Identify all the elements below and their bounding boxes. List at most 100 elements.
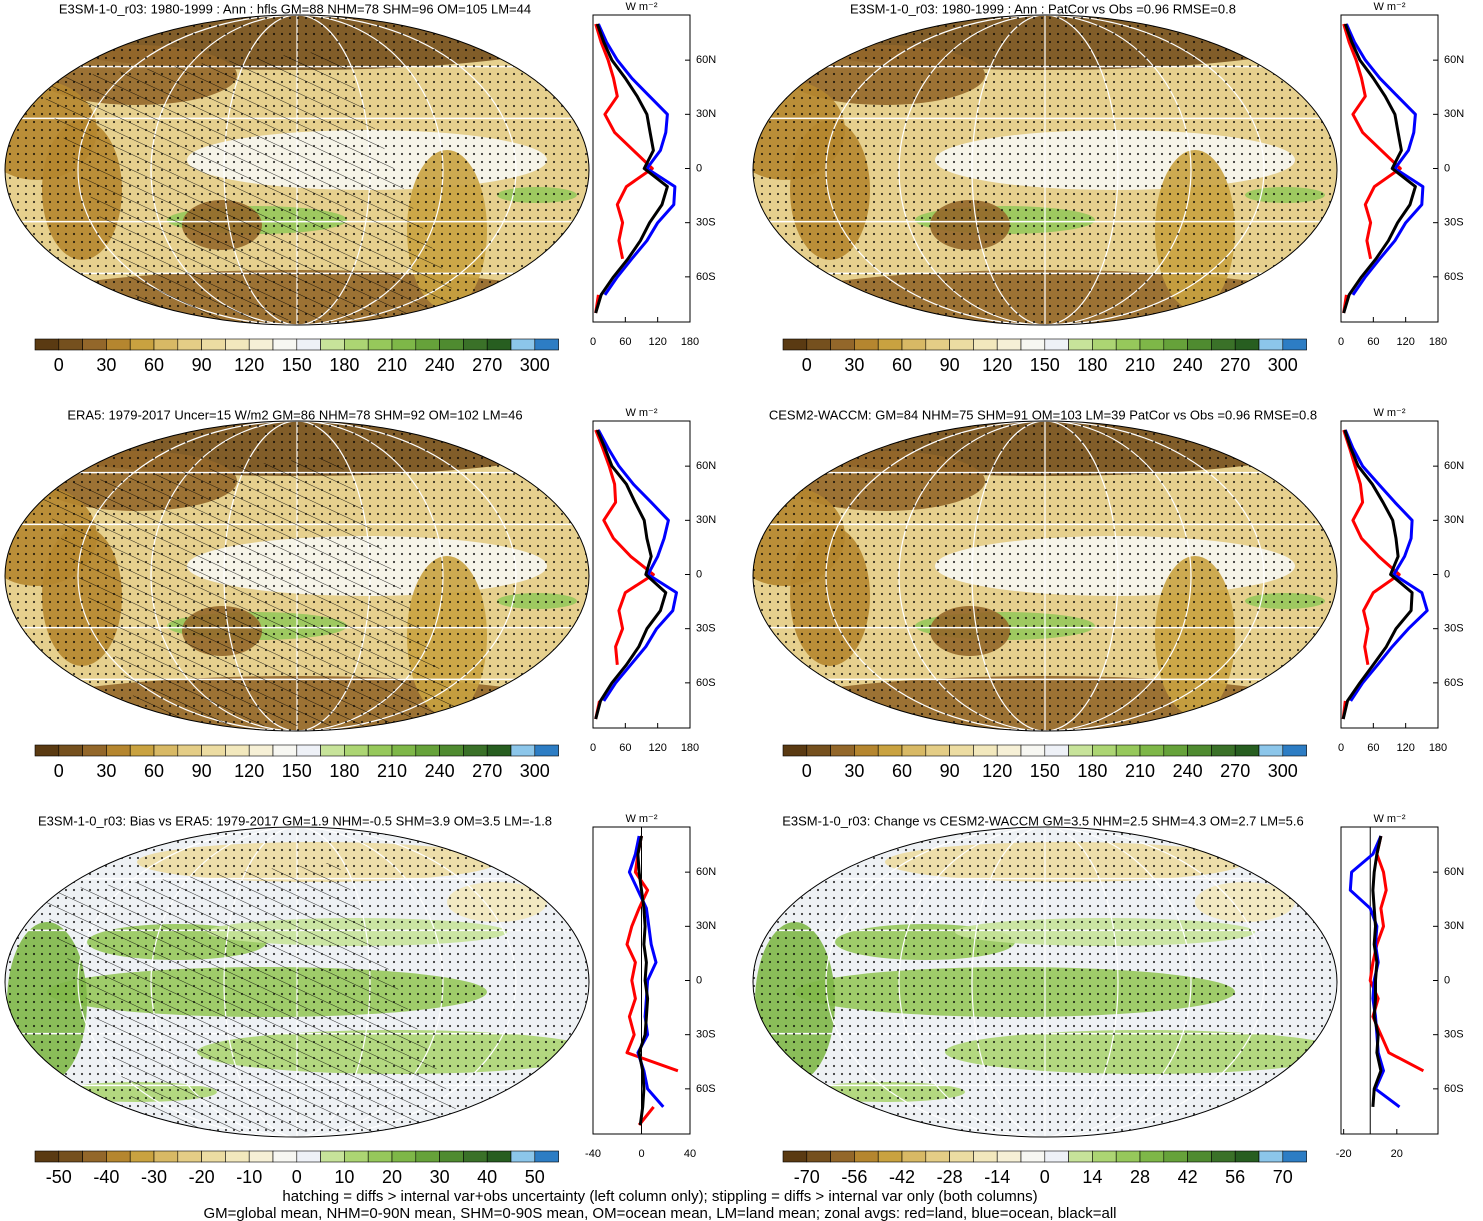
colorbar-box — [996, 1150, 1022, 1163]
map — [5, 827, 589, 1137]
colorbar-box — [225, 744, 250, 757]
stippling — [753, 15, 1337, 325]
colorbar-box — [225, 1150, 250, 1163]
x-tick-label: 0 — [638, 1148, 644, 1160]
y-tick-label: 0 — [1444, 568, 1450, 580]
colorbar-label: 0 — [54, 355, 64, 375]
colorbar-label: 30 — [844, 761, 864, 781]
y-tick-label: 60S — [1444, 1083, 1464, 1095]
x-tick-label: 180 — [1429, 742, 1447, 754]
x-tick-label: -40 — [585, 1148, 601, 1160]
colorbar-box — [1115, 1150, 1141, 1163]
map-border — [752, 420, 1338, 732]
colorbar-label: 42 — [1178, 1167, 1198, 1187]
x-tick-label: 120 — [1396, 336, 1414, 348]
colorbar-label: 56 — [1225, 1167, 1245, 1187]
y-tick-label: 60N — [1444, 54, 1464, 66]
colorbar-box — [996, 744, 1022, 757]
colorbar-box — [82, 1150, 107, 1163]
colorbar-label: -42 — [889, 1167, 915, 1187]
map-border — [752, 14, 1338, 326]
y-tick-label: 30N — [1444, 920, 1464, 932]
y-tick-label: 30S — [696, 623, 716, 635]
colorbar-label: -20 — [189, 1167, 215, 1187]
map — [5, 15, 589, 325]
colorbar-label: 28 — [1130, 1167, 1150, 1187]
hatching — [37, 456, 467, 726]
colorbar-label: 30 — [844, 355, 864, 375]
colorbar-box — [320, 338, 345, 351]
colorbar-box — [248, 1150, 274, 1163]
colorbar-label: -70 — [794, 1167, 820, 1187]
colorbar-box — [1068, 338, 1093, 351]
map-title: E3SM-1-0_r03: 1980-1999 : Ann : hfls GM=… — [59, 1, 531, 16]
x-tick-label: 60 — [1367, 742, 1379, 754]
colorbar-box — [1282, 1150, 1307, 1163]
colorbar-box — [973, 338, 998, 351]
colorbar-box — [296, 1150, 321, 1163]
colorbar-box — [177, 1150, 202, 1163]
colorbar-label: 180 — [329, 761, 359, 781]
y-tick-label: 60S — [1444, 677, 1464, 689]
colorbar-box — [949, 1150, 974, 1163]
colorbar-label: 0 — [292, 1167, 302, 1187]
colorbar-box — [129, 744, 155, 757]
y-tick-label: 30N — [1444, 108, 1464, 120]
colorbar-label: 180 — [1077, 355, 1107, 375]
colorbar-label: 270 — [472, 761, 502, 781]
colorbar-label: 300 — [520, 761, 550, 781]
zonal-mean-line — [594, 429, 668, 720]
y-tick-label: 60N — [1444, 866, 1464, 878]
colorbar-label: -56 — [841, 1167, 867, 1187]
map-border — [4, 14, 590, 326]
colorbar-box — [534, 338, 559, 351]
colorbar-box — [391, 1150, 417, 1163]
colorbar-label: 30 — [96, 355, 116, 375]
y-tick-label: 0 — [696, 974, 702, 986]
colorbar-label: 0 — [54, 761, 64, 781]
zonal-mean-line — [1370, 836, 1423, 1107]
colorbar-box — [1068, 744, 1093, 757]
colorbar-box — [806, 744, 831, 757]
map-title: E3SM-1-0_r03: Change vs CESM2-WACCM GM=3… — [782, 813, 1304, 828]
colorbar-box — [1139, 744, 1165, 757]
colorbar-box — [153, 1150, 179, 1163]
colorbar-box — [1163, 338, 1188, 351]
colorbar-label: 90 — [192, 761, 212, 781]
colorbar-box — [367, 1150, 393, 1163]
colorbar-box — [1187, 744, 1212, 757]
colorbar-box — [806, 1150, 831, 1163]
colorbar-box — [439, 338, 464, 351]
colorbar-label: 300 — [520, 355, 550, 375]
colorbar-box — [830, 744, 855, 757]
colorbar-box — [1092, 338, 1117, 351]
plot-frame — [592, 420, 691, 729]
colorbar-box — [129, 338, 155, 351]
map-title: ERA5: 1979-2017 Uncer=15 W/m2 GM=86 NHM=… — [67, 407, 522, 422]
zonal-mean-line — [625, 835, 679, 1126]
stippling — [753, 421, 1337, 731]
y-tick-label: 0 — [1444, 162, 1450, 174]
colorbar-box — [367, 744, 393, 757]
colorbar-box — [82, 338, 107, 351]
y-tick-label: 30S — [1444, 217, 1464, 229]
colorbar-box — [1163, 744, 1188, 757]
colorbar-label: 210 — [377, 355, 407, 375]
plot-frame — [1340, 826, 1439, 1135]
colorbar-box — [1211, 744, 1236, 757]
colorbar-label: 0 — [1040, 1167, 1050, 1187]
x-tick-label: 0 — [590, 742, 596, 754]
colorbar-box — [415, 1150, 440, 1163]
colorbar-box — [129, 1150, 155, 1163]
colorbar-box — [1020, 744, 1046, 757]
colorbar-box — [153, 744, 179, 757]
colorbar-label: 60 — [144, 355, 164, 375]
colorbar-box — [391, 338, 417, 351]
colorbar-box — [296, 744, 321, 757]
colorbar-label: 120 — [982, 761, 1012, 781]
colorbar-box — [1258, 338, 1284, 351]
colorbar-box — [58, 338, 83, 351]
zonal-mean-line — [1345, 23, 1425, 296]
colorbar-label: 14 — [1082, 1167, 1102, 1187]
colorbar-box — [1139, 338, 1165, 351]
